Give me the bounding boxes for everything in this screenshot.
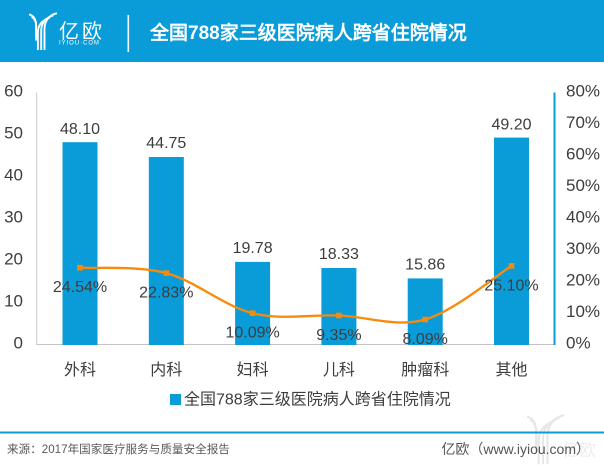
svg-text:0%: 0% <box>566 334 591 353</box>
svg-text:40%: 40% <box>566 208 600 227</box>
svg-text:60%: 60% <box>566 145 600 164</box>
svg-text:0: 0 <box>14 334 23 353</box>
svg-text:25.10%: 25.10% <box>484 277 538 294</box>
svg-text:60: 60 <box>4 82 23 101</box>
svg-text:来源：2017年国家医疗服务与质量安全报告: 来源：2017年国家医疗服务与质量安全报告 <box>7 442 230 456</box>
svg-text:30%: 30% <box>566 239 600 258</box>
svg-text:内科: 内科 <box>150 361 182 379</box>
svg-text:15.86: 15.86 <box>405 256 445 273</box>
svg-text:10.09%: 10.09% <box>225 325 279 342</box>
svg-text:外科: 外科 <box>64 361 96 379</box>
svg-text:亿欧（www.iyiou.com）: 亿欧（www.iyiou.com） <box>441 441 590 457</box>
svg-text:10: 10 <box>4 292 23 311</box>
svg-text:22.83%: 22.83% <box>139 285 193 302</box>
svg-text:48.10: 48.10 <box>60 121 100 138</box>
svg-text:50%: 50% <box>566 176 600 195</box>
svg-text:40: 40 <box>4 166 23 185</box>
svg-text:20: 20 <box>4 250 23 269</box>
svg-text:IYIOU·COM: IYIOU·COM <box>59 40 100 46</box>
svg-text:44.75: 44.75 <box>146 135 186 152</box>
svg-text:亿欧: 亿欧 <box>562 441 596 460</box>
svg-text:全国788家三级医院病人跨省住院情况: 全国788家三级医院病人跨省住院情况 <box>149 21 467 44</box>
svg-text:20%: 20% <box>566 271 600 290</box>
svg-text:全国788家三级医院病人跨省住院情况: 全国788家三级医院病人跨省住院情况 <box>184 391 451 409</box>
svg-text:70%: 70% <box>566 113 600 132</box>
svg-text:肿瘤科: 肿瘤科 <box>401 361 449 379</box>
svg-text:24.54%: 24.54% <box>53 279 107 296</box>
svg-text:8.09%: 8.09% <box>403 331 448 348</box>
svg-text:10%: 10% <box>566 302 600 321</box>
svg-text:80%: 80% <box>566 82 600 101</box>
svg-text:妇科: 妇科 <box>237 361 269 379</box>
svg-text:亿欧: 亿欧 <box>59 20 105 43</box>
svg-text:30: 30 <box>4 208 23 227</box>
svg-text:18.33: 18.33 <box>319 246 359 263</box>
svg-text:其他: 其他 <box>495 361 527 379</box>
svg-text:49.20: 49.20 <box>491 116 531 133</box>
svg-text:儿科: 儿科 <box>323 361 355 379</box>
svg-text:9.35%: 9.35% <box>316 327 361 344</box>
svg-text:50: 50 <box>4 124 23 143</box>
svg-text:19.78: 19.78 <box>233 240 273 257</box>
